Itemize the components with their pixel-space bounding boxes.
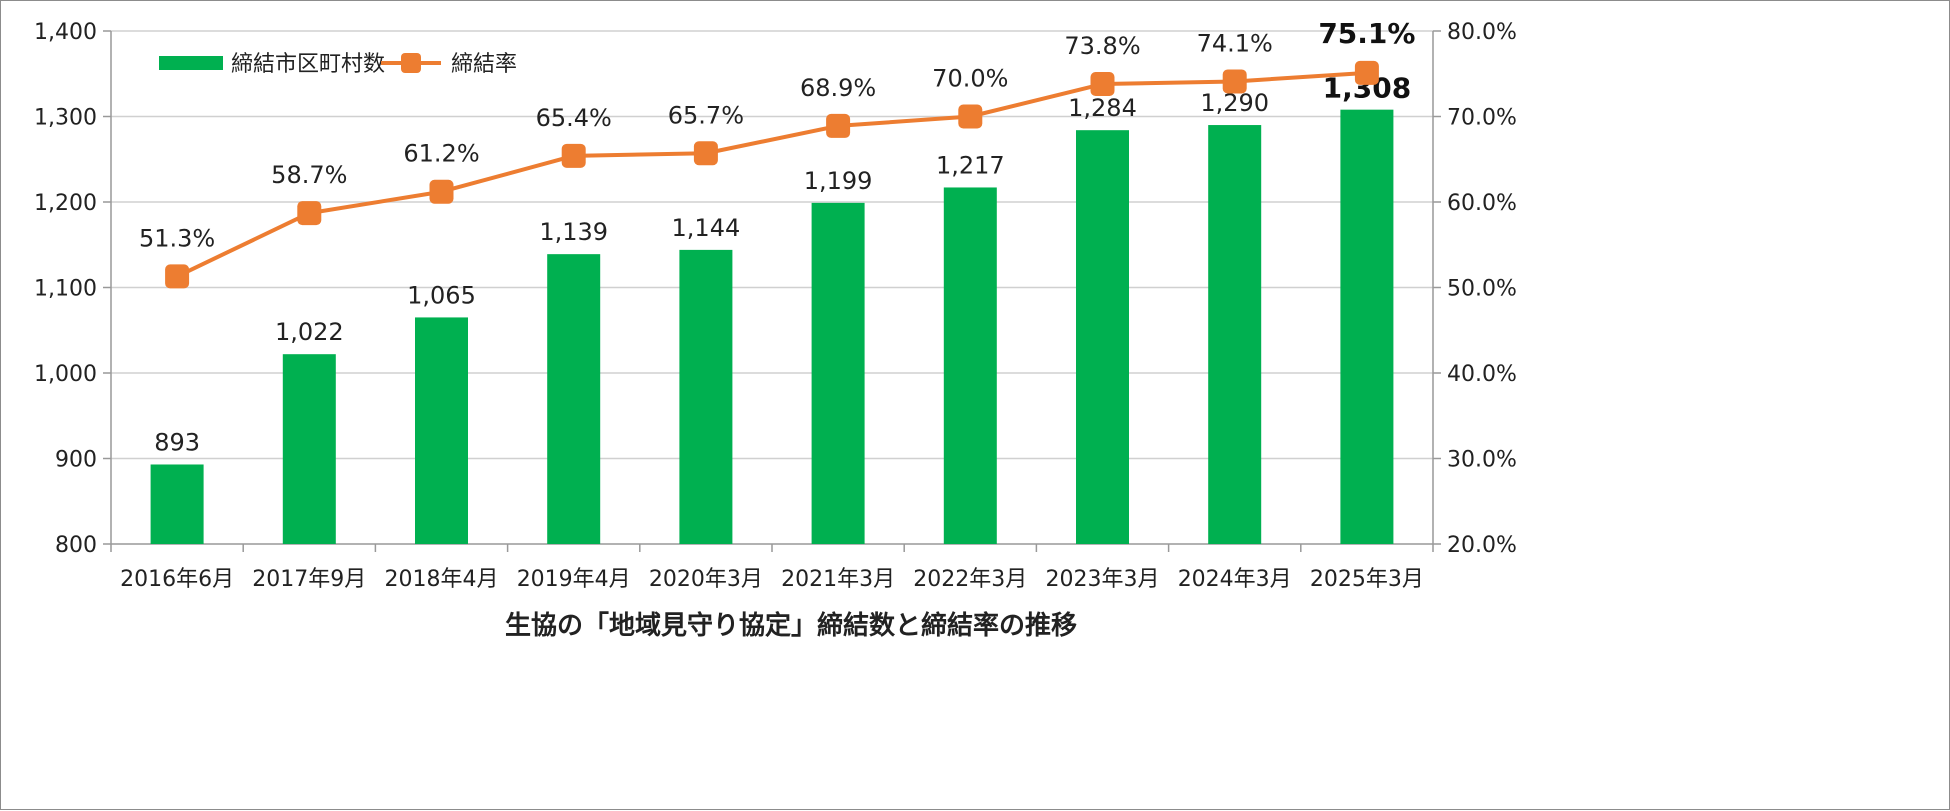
y-left-tick-label: 900 — [55, 448, 97, 473]
y-left-tick-label: 1,000 — [34, 362, 97, 387]
x-tick-label: 2017年9月 — [252, 567, 366, 592]
bar-value-label: 893 — [154, 428, 200, 456]
line-value-label: 58.7% — [271, 161, 347, 189]
y-left-tick-label: 1,200 — [34, 191, 97, 216]
line-value-label: 61.2% — [403, 140, 479, 168]
y-right-tick-label: 20.0% — [1447, 533, 1517, 558]
bar — [547, 254, 601, 544]
line-labels: 51.3% 58.7% 61.2% 65.4% 65.7% 68.9% 70.0% 73.8%… — [139, 17, 1415, 252]
axes: 800 900 1,000 1,100 1,200 1,300 1,400 20.0% 30.0… — [34, 20, 1517, 592]
line-value-label: 75.1% — [1318, 17, 1415, 50]
line-value-label: 65.4% — [536, 104, 612, 132]
line-marker — [1090, 72, 1115, 97]
bar-value-label: 1,022 — [275, 318, 344, 346]
line-marker — [958, 104, 983, 129]
bar-value-label: 1,284 — [1068, 94, 1137, 122]
y-right-tick-label: 40.0% — [1447, 362, 1517, 387]
y-left-tick-label: 800 — [55, 533, 97, 558]
x-tick-label: 2020年3月 — [649, 567, 763, 592]
bar-value-label: 1,065 — [407, 281, 476, 309]
bar — [415, 317, 468, 544]
line-value-label: 73.8% — [1064, 32, 1140, 60]
line-marker — [561, 143, 586, 168]
y-left-tick-label: 1,400 — [34, 20, 97, 45]
y-left-tick-label: 1,100 — [34, 277, 97, 302]
x-tick-label: 2021年3月 — [781, 567, 895, 592]
x-tick-label: 2023年3月 — [1046, 567, 1160, 592]
y-right-tick-label: 50.0% — [1447, 277, 1517, 302]
line-marker — [297, 201, 322, 226]
x-tick-label: 2018年4月 — [385, 567, 499, 592]
line-value-label: 70.0% — [932, 65, 1008, 93]
line-marker — [826, 113, 851, 138]
x-tick-label: 2019年4月 — [517, 567, 631, 592]
legend-line-label: 締結率 — [451, 52, 517, 77]
bar — [811, 202, 865, 545]
x-tick-label: 2022年3月 — [913, 567, 1027, 592]
bar — [679, 249, 733, 544]
y-left-tick-label: 1,300 — [34, 106, 97, 131]
x-tick-label: 2025年3月 — [1310, 567, 1424, 592]
bar-value-label: 1,199 — [804, 167, 873, 195]
y-right-tick-label: 80.0% — [1447, 20, 1517, 45]
line-series — [165, 60, 1379, 289]
line-marker — [1222, 69, 1247, 94]
line-marker — [429, 179, 454, 204]
bar — [1076, 130, 1129, 544]
bar — [282, 354, 336, 544]
bar-labels: 893 1,022 1,065 1,139 1,144 1,199 1,217 1,284 1,… — [154, 72, 1411, 457]
line-marker — [165, 264, 190, 289]
bar-series — [150, 109, 1394, 545]
bar-value-label: 1,217 — [936, 151, 1005, 179]
line-value-label: 51.3% — [139, 224, 215, 252]
legend-line-marker — [401, 53, 421, 73]
bar — [150, 464, 204, 544]
y-right-tick-label: 30.0% — [1447, 448, 1517, 473]
line-path — [176, 70, 1368, 279]
legend-bar-swatch — [159, 56, 223, 70]
legend-bar-label: 締結市区町村数 — [231, 52, 385, 77]
line-marker — [1354, 60, 1379, 85]
y-right-tick-label: 70.0% — [1447, 106, 1517, 131]
bar-value-label: 1,290 — [1200, 89, 1269, 117]
bar — [1340, 109, 1394, 544]
legend: 締結市区町村数 締結率 — [159, 52, 517, 77]
y-right-tick-label: 60.0% — [1447, 191, 1517, 216]
line-value-label: 74.1% — [1197, 29, 1273, 57]
chart-title: 生協の「地域見守り協定」締結数と締結率の推移 — [505, 610, 1077, 641]
bar — [943, 187, 997, 544]
x-tick-label: 2024年3月 — [1178, 567, 1292, 592]
line-value-label: 68.9% — [800, 74, 876, 102]
bar-value-label: 1,144 — [672, 214, 741, 242]
x-tick-label: 2016年6月 — [120, 567, 234, 592]
line-value-label: 65.7% — [668, 101, 744, 129]
bar — [1208, 125, 1262, 545]
bar-value-label: 1,139 — [539, 218, 608, 246]
line-marker — [693, 141, 718, 166]
